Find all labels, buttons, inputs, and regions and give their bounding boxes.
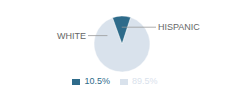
html-text:10.5%: 10.5% [84, 76, 110, 86]
html-text:89.5%: 89.5% [132, 76, 158, 86]
svg-text:HISPANIC: HISPANIC [158, 22, 200, 32]
svg-text:WHITE: WHITE [57, 31, 86, 41]
